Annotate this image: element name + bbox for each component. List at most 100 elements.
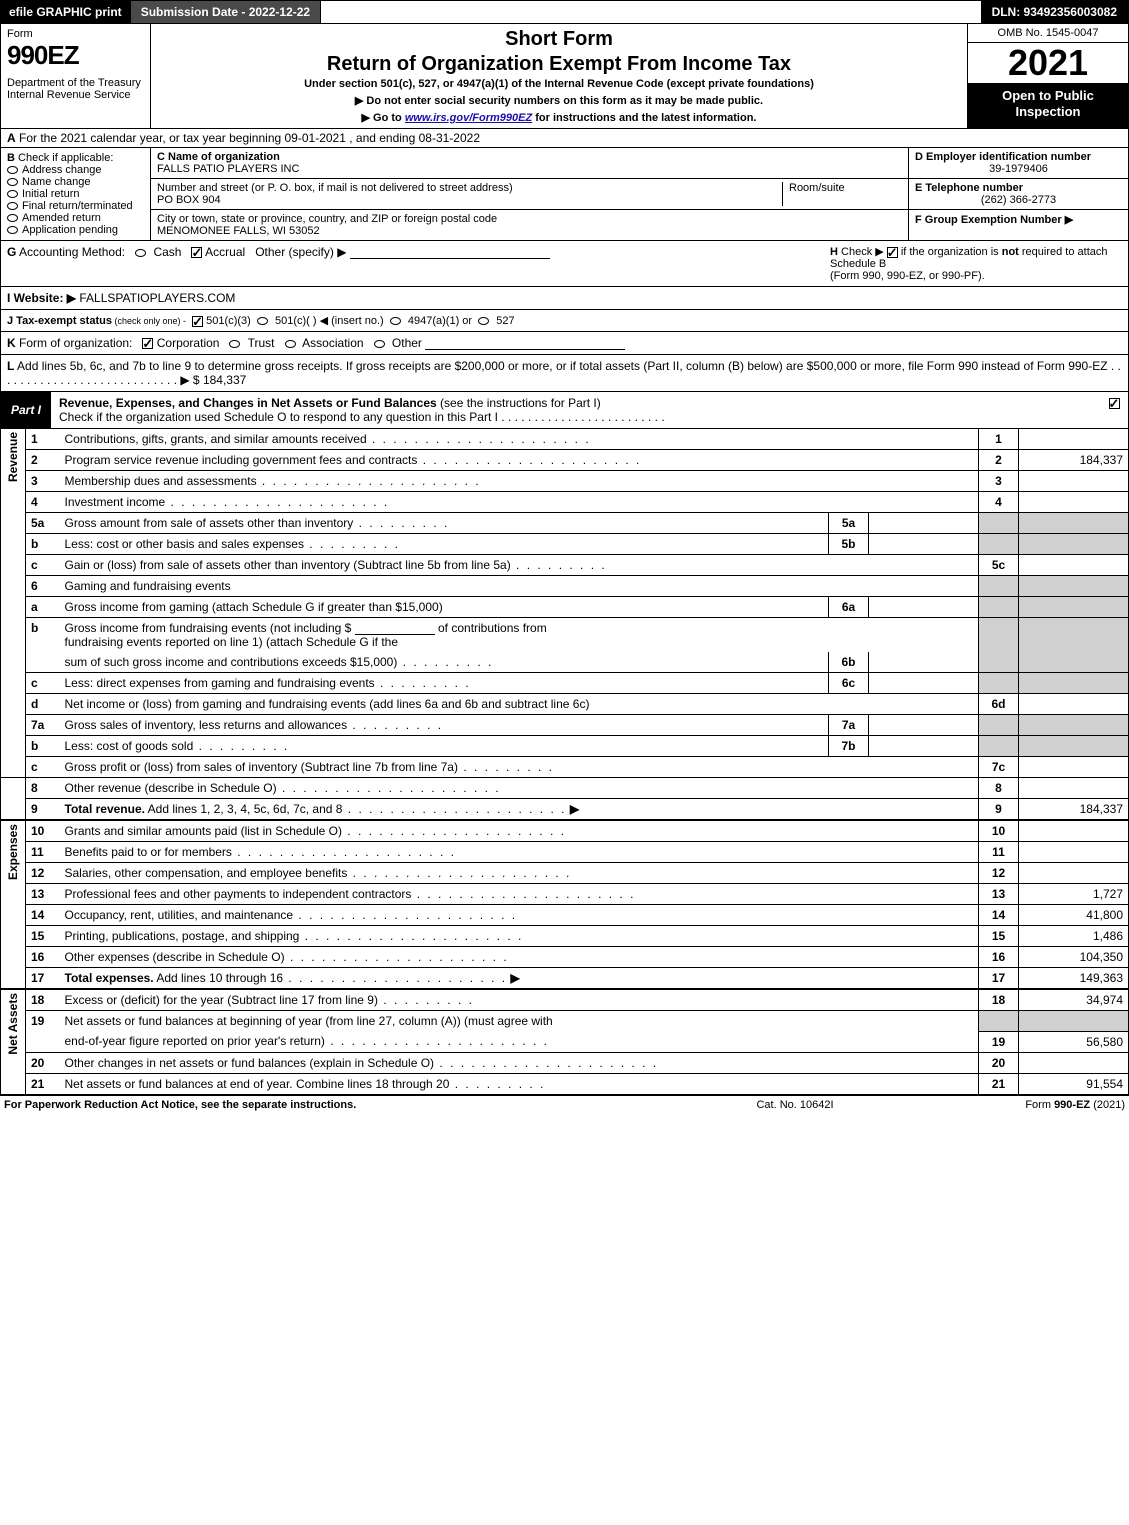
section-j: J Tax-exempt status (check only one) - 5… bbox=[0, 310, 1129, 332]
sidebar-netassets: Net Assets bbox=[1, 989, 26, 1094]
section-b: B Check if applicable: Address change Na… bbox=[1, 148, 151, 240]
line-6a-row: a Gross income from gaming (attach Sched… bbox=[1, 597, 1129, 618]
line-1-rn: 1 bbox=[979, 429, 1019, 450]
line-7a-mv bbox=[869, 715, 979, 736]
g-other-input[interactable] bbox=[350, 258, 550, 259]
line-2-rn: 2 bbox=[979, 450, 1019, 471]
line-1-desc: Contributions, gifts, grants, and simila… bbox=[60, 429, 979, 450]
checkbox-527[interactable] bbox=[478, 317, 489, 325]
phone-value: (262) 366-2773 bbox=[915, 194, 1122, 206]
line-18-row: Net Assets 18 Excess or (deficit) for th… bbox=[1, 989, 1129, 1011]
line-1-val bbox=[1019, 429, 1129, 450]
header-center: Short Form Return of Organization Exempt… bbox=[151, 24, 968, 128]
label-k: K bbox=[7, 336, 16, 350]
checkbox-application-pending[interactable] bbox=[7, 226, 18, 234]
arrow-icon: ▶ bbox=[570, 802, 579, 816]
line-13-num: 13 bbox=[26, 884, 60, 905]
checkbox-initial-return[interactable] bbox=[7, 190, 18, 198]
d-label: D Employer identification number bbox=[915, 151, 1091, 163]
j-527: 527 bbox=[496, 315, 514, 327]
section-g: G Accounting Method: Cash Accrual Other … bbox=[7, 245, 822, 259]
line-21-val: 91,554 bbox=[1019, 1073, 1129, 1094]
line-4-desc: Investment income bbox=[60, 492, 979, 513]
line-6-row: 6 Gaming and fundraising events bbox=[1, 576, 1129, 597]
a-text: For the 2021 calendar year, or tax year … bbox=[16, 131, 480, 145]
checkbox-association[interactable] bbox=[285, 340, 296, 348]
line-13-rn: 13 bbox=[979, 884, 1019, 905]
checkbox-4947[interactable] bbox=[390, 317, 401, 325]
checkbox-schedule-b[interactable] bbox=[887, 247, 898, 258]
k-other-input[interactable] bbox=[425, 349, 625, 350]
line-20-num: 20 bbox=[26, 1052, 60, 1073]
line-10-val bbox=[1019, 820, 1129, 842]
checkbox-name-change[interactable] bbox=[7, 178, 18, 186]
checkbox-corporation[interactable] bbox=[142, 338, 153, 349]
line-5c-num: c bbox=[26, 555, 60, 576]
submission-date-badge: Submission Date - 2022-12-22 bbox=[131, 1, 321, 23]
checkbox-trust[interactable] bbox=[229, 340, 240, 348]
footer-left: For Paperwork Reduction Act Notice, see … bbox=[4, 1099, 665, 1111]
line-19-rn: 19 bbox=[979, 1031, 1019, 1052]
line-16-desc: Other expenses (describe in Schedule O) bbox=[60, 947, 979, 968]
b-check-label: Check if applicable: bbox=[18, 152, 113, 164]
dln-badge: DLN: 93492356003082 bbox=[982, 1, 1128, 23]
h-not: not bbox=[1002, 246, 1019, 258]
line-13-val: 1,727 bbox=[1019, 884, 1129, 905]
line-11-num: 11 bbox=[26, 842, 60, 863]
goto-link[interactable]: www.irs.gov/Form990EZ bbox=[405, 112, 532, 124]
line-5b-mv bbox=[869, 534, 979, 555]
line-5c-val bbox=[1019, 555, 1129, 576]
line-7b-desc: Less: cost of goods sold bbox=[60, 736, 829, 757]
checkbox-501c3[interactable] bbox=[192, 316, 203, 327]
line-6d-rn: 6d bbox=[979, 694, 1019, 715]
checkbox-amended-return[interactable] bbox=[7, 214, 18, 222]
topbar-spacer bbox=[321, 1, 981, 23]
opt-amended-return: Amended return bbox=[22, 212, 101, 224]
line-6c-val-shade bbox=[1019, 673, 1129, 694]
g-cash: Cash bbox=[153, 245, 181, 259]
footer-center: Cat. No. 10642I bbox=[665, 1099, 925, 1111]
line-6-val-shade bbox=[1019, 576, 1129, 597]
line-13-desc: Professional fees and other payments to … bbox=[60, 884, 979, 905]
opt-address-change: Address change bbox=[22, 164, 102, 176]
line-18-val: 34,974 bbox=[1019, 989, 1129, 1011]
line-5b-num: b bbox=[26, 534, 60, 555]
main-title: Return of Organization Exempt From Incom… bbox=[157, 53, 961, 76]
k-trust: Trust bbox=[248, 336, 275, 350]
line-7a-desc: Gross sales of inventory, less returns a… bbox=[60, 715, 829, 736]
line-8-desc: Other revenue (describe in Schedule O) bbox=[60, 778, 979, 799]
line-7b-rn-shade bbox=[979, 736, 1019, 757]
line-8-rn: 8 bbox=[979, 778, 1019, 799]
room-suite-label: Room/suite bbox=[782, 182, 902, 206]
line-12-desc: Salaries, other compensation, and employ… bbox=[60, 863, 979, 884]
checkbox-other[interactable] bbox=[374, 340, 385, 348]
line-18-num: 18 bbox=[26, 989, 60, 1011]
line-2-row: 2 Program service revenue including gove… bbox=[1, 450, 1129, 471]
line-5c-rn: 5c bbox=[979, 555, 1019, 576]
line-19-row: 19 Net assets or fund balances at beginn… bbox=[1, 1011, 1129, 1032]
line-6b-desc2: sum of such gross income and contributio… bbox=[60, 652, 829, 673]
checkbox-address-change[interactable] bbox=[7, 166, 18, 174]
line-20-desc: Other changes in net assets or fund bala… bbox=[60, 1052, 979, 1073]
line-15-row: 15 Printing, publications, postage, and … bbox=[1, 926, 1129, 947]
line-9-desc: Total revenue. Add lines 1, 2, 3, 4, 5c,… bbox=[60, 799, 979, 821]
checkbox-part-i-schedule-o[interactable] bbox=[1109, 398, 1120, 409]
line-14-num: 14 bbox=[26, 905, 60, 926]
line-6d-num: d bbox=[26, 694, 60, 715]
line-6c-rn-shade bbox=[979, 673, 1019, 694]
opt-final-return: Final return/terminated bbox=[22, 200, 133, 212]
line-15-num: 15 bbox=[26, 926, 60, 947]
line-7c-val bbox=[1019, 757, 1129, 778]
line-10-rn: 10 bbox=[979, 820, 1019, 842]
radio-accrual[interactable] bbox=[191, 247, 202, 258]
line-6c-desc: Less: direct expenses from gaming and fu… bbox=[60, 673, 829, 694]
checkbox-501c[interactable] bbox=[257, 317, 268, 325]
checkbox-final-return[interactable] bbox=[7, 202, 18, 210]
radio-cash[interactable] bbox=[135, 249, 146, 257]
label-h: H bbox=[830, 246, 838, 258]
line-6a-val-shade bbox=[1019, 597, 1129, 618]
line-3-desc: Membership dues and assessments bbox=[60, 471, 979, 492]
line-6c-mv bbox=[869, 673, 979, 694]
efile-badge[interactable]: efile GRAPHIC print bbox=[1, 1, 131, 23]
section-k: K Form of organization: Corporation Trus… bbox=[0, 332, 1129, 355]
